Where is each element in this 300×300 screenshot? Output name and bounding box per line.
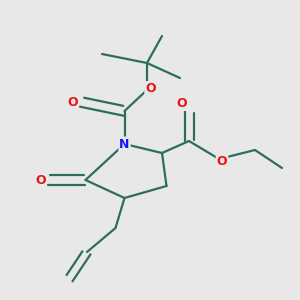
Text: O: O <box>145 82 156 95</box>
Text: O: O <box>176 97 187 110</box>
Text: O: O <box>35 173 46 187</box>
Text: N: N <box>119 137 130 151</box>
Text: O: O <box>217 155 227 168</box>
Text: O: O <box>67 95 78 109</box>
